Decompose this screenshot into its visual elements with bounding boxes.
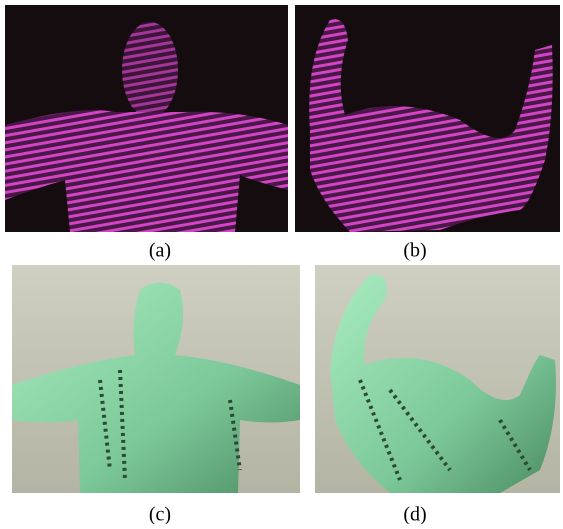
panel-d-image	[315, 265, 560, 493]
caption: (b)	[403, 240, 426, 262]
caption: (d)	[403, 504, 426, 524]
panel-b-image	[295, 5, 560, 232]
page: (a) (b) (c) (d) (() => { const data = JS…	[0, 0, 563, 524]
figure: (a) (b) (c) (d)	[0, 0, 563, 524]
caption: (a)	[149, 240, 171, 262]
caption: (c)	[149, 504, 171, 524]
panel-a-image	[5, 5, 288, 232]
panel-c-image	[12, 265, 300, 493]
